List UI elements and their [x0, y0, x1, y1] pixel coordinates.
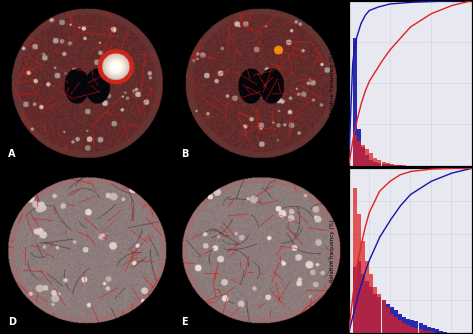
- Bar: [394, 317, 398, 333]
- Bar: [365, 261, 369, 333]
- Bar: [369, 287, 373, 333]
- Bar: [390, 164, 394, 166]
- Bar: [402, 165, 406, 166]
- Bar: [439, 331, 443, 333]
- Bar: [427, 331, 431, 333]
- Bar: [394, 310, 398, 333]
- Bar: [357, 261, 361, 333]
- Bar: [419, 329, 422, 333]
- Text: A: A: [8, 149, 15, 159]
- Bar: [361, 145, 365, 166]
- Bar: [357, 141, 361, 166]
- Bar: [435, 329, 439, 333]
- Bar: [390, 314, 394, 333]
- Bar: [394, 165, 398, 166]
- Y-axis label: Relative frequency (%): Relative frequency (%): [330, 219, 334, 282]
- Bar: [353, 38, 357, 166]
- Bar: [377, 294, 381, 333]
- Text: C: C: [322, 178, 329, 188]
- Bar: [394, 165, 398, 166]
- Bar: [398, 165, 402, 166]
- Bar: [443, 332, 447, 333]
- Bar: [353, 188, 357, 333]
- Bar: [414, 321, 419, 333]
- Bar: [423, 325, 427, 333]
- Bar: [385, 304, 390, 333]
- Bar: [369, 153, 373, 166]
- Bar: [377, 297, 381, 333]
- Bar: [398, 320, 402, 333]
- Bar: [431, 332, 435, 333]
- Bar: [373, 162, 377, 166]
- Bar: [361, 274, 365, 333]
- Bar: [377, 163, 381, 166]
- Bar: [406, 319, 410, 333]
- Bar: [402, 323, 406, 333]
- Bar: [431, 328, 435, 333]
- Bar: [390, 165, 394, 166]
- Bar: [390, 307, 394, 333]
- Bar: [402, 317, 406, 333]
- Bar: [373, 158, 377, 166]
- Bar: [361, 147, 365, 166]
- Bar: [365, 281, 369, 333]
- Text: E: E: [182, 317, 188, 327]
- Bar: [410, 320, 414, 333]
- Bar: [357, 129, 361, 166]
- Bar: [357, 214, 361, 333]
- Bar: [377, 160, 381, 166]
- Y-axis label: Relative frequency (%): Relative frequency (%): [330, 52, 334, 115]
- Bar: [353, 267, 357, 333]
- Bar: [365, 155, 369, 166]
- Bar: [406, 325, 410, 333]
- X-axis label: $K^{trans}$: $K^{trans}$: [401, 176, 420, 187]
- Bar: [410, 327, 414, 333]
- Bar: [382, 164, 385, 166]
- Bar: [427, 327, 431, 333]
- Bar: [423, 331, 427, 333]
- Bar: [398, 314, 402, 333]
- Text: B: B: [182, 149, 189, 159]
- Bar: [369, 160, 373, 166]
- Text: D: D: [8, 317, 16, 327]
- Bar: [414, 328, 419, 333]
- Bar: [365, 149, 369, 166]
- Bar: [373, 287, 377, 333]
- Bar: [385, 163, 390, 166]
- Bar: [369, 274, 373, 333]
- Bar: [361, 241, 365, 333]
- Bar: [373, 294, 377, 333]
- Bar: [382, 162, 385, 166]
- Bar: [382, 300, 385, 333]
- Bar: [385, 164, 390, 166]
- Bar: [419, 323, 422, 333]
- Bar: [398, 165, 402, 166]
- Bar: [353, 135, 357, 166]
- Bar: [385, 307, 390, 333]
- Bar: [382, 300, 385, 333]
